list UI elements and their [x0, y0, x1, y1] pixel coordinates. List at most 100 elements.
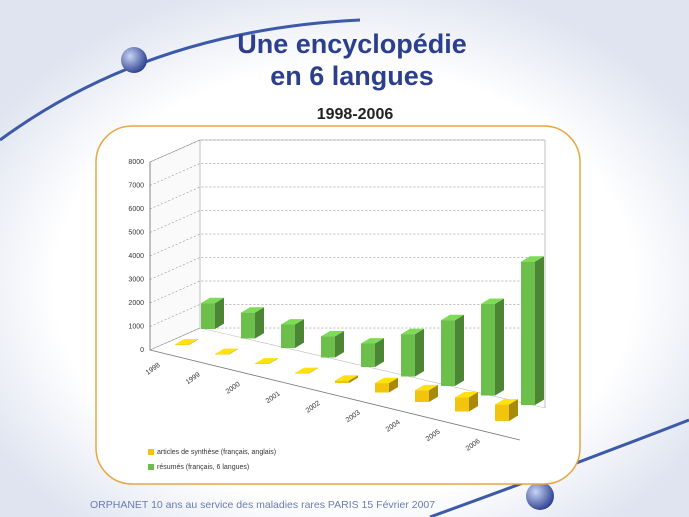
bar-top: [441, 314, 464, 321]
bar-side: [335, 330, 344, 358]
bar-top: [361, 338, 384, 344]
bar-top: [201, 297, 224, 304]
bar: [175, 339, 198, 345]
y-tick-label: 3000: [128, 276, 144, 283]
bar-front: [415, 390, 429, 402]
bar-side: [189, 339, 198, 345]
bar-top: [415, 384, 438, 391]
bar: [361, 338, 384, 367]
bar: [215, 348, 238, 355]
bar-front: [361, 343, 375, 367]
bar-front: [481, 303, 495, 396]
grid-line: [149, 186, 545, 210]
bar-top: [215, 348, 238, 355]
bar-top: [521, 256, 544, 262]
bar-side: [215, 297, 224, 329]
y-tick-label: 5000: [128, 229, 144, 236]
bar-side: [349, 375, 358, 383]
bar-top: [295, 367, 318, 374]
y-tick-label: 4000: [128, 253, 144, 260]
bar-front: [241, 312, 255, 339]
bar-top: [241, 307, 264, 313]
bar-front: [455, 397, 469, 412]
grid-line: [149, 327, 545, 351]
bar: [375, 377, 398, 393]
bar: [255, 358, 278, 364]
bar: [455, 392, 478, 412]
decor-arc: [0, 18, 361, 142]
grid-line: [149, 280, 545, 304]
y-tick-label: 0: [140, 347, 144, 354]
chart-title: Une encyclopédie: [237, 29, 467, 59]
bar-front: [401, 334, 415, 377]
bar-side: [295, 319, 304, 348]
bar-side: [469, 392, 478, 412]
bar-front: [201, 303, 215, 329]
footer: ORPHANET 10 ans au service des maladies …: [90, 499, 435, 511]
bar-top: [495, 399, 518, 405]
bar: [495, 399, 518, 421]
y-tick-label: 7000: [128, 182, 144, 189]
bar: [321, 330, 344, 358]
y-tick-label: 2000: [128, 300, 144, 307]
grid-line: [149, 163, 545, 186]
bar: [401, 328, 424, 377]
grid-line: [149, 139, 545, 163]
bar: [335, 375, 358, 383]
bar-front: [335, 380, 349, 383]
bar-side: [415, 328, 424, 377]
bar-top: [455, 392, 478, 398]
legend-label: résumés (français, 6 langues): [157, 464, 249, 471]
legend-swatch: [148, 464, 154, 470]
bar: [441, 314, 464, 386]
bar-side: [269, 358, 278, 364]
chart-title: en 6 langues: [270, 61, 434, 91]
grid-line: [149, 304, 545, 327]
bar: [521, 256, 544, 405]
plot: 0100020003000400050006000700080001998199…: [128, 139, 546, 471]
y-tick-label: 1000: [128, 323, 144, 330]
legend-swatch: [148, 449, 154, 455]
decor-ball: [526, 482, 554, 510]
bar-side: [509, 399, 518, 421]
bar: [241, 307, 264, 339]
bar-top: [481, 298, 504, 304]
bar-side: [389, 377, 398, 393]
grid-line: [149, 210, 545, 233]
bar: [415, 384, 438, 402]
bar-side: [309, 367, 318, 374]
bar-side: [255, 307, 264, 339]
bar-top: [321, 330, 344, 337]
bar-side: [375, 338, 384, 367]
bar-front: [495, 404, 509, 421]
bar-top: [335, 375, 358, 381]
bar-side: [229, 348, 238, 355]
bar-top: [255, 358, 278, 364]
bar: [281, 319, 304, 348]
bar-top: [375, 377, 398, 384]
chart-subtitle: 1998-2006: [317, 106, 394, 123]
bar-front: [521, 261, 535, 405]
bar: [295, 367, 318, 374]
chart-frame: [95, 125, 581, 485]
bar-front: [281, 324, 295, 348]
decor-ball: [121, 47, 147, 73]
y-tick-label: 8000: [128, 159, 144, 166]
bar-front: [321, 336, 335, 358]
x-axis: [149, 349, 521, 441]
y-tick-label: 6000: [128, 206, 144, 213]
bar-top: [175, 339, 198, 345]
bar-front: [441, 320, 455, 386]
bar-side: [495, 298, 504, 396]
grid-line: [149, 257, 545, 280]
bar-side: [429, 384, 438, 402]
bar-front: [375, 383, 389, 393]
bar-top: [281, 319, 304, 325]
back-wall: [149, 139, 201, 351]
grid-line: [149, 233, 545, 257]
bar: [481, 298, 504, 396]
bar-side: [455, 314, 464, 386]
bar: [201, 297, 224, 329]
legend-label: articles de synthèse (français, anglais): [157, 449, 276, 456]
